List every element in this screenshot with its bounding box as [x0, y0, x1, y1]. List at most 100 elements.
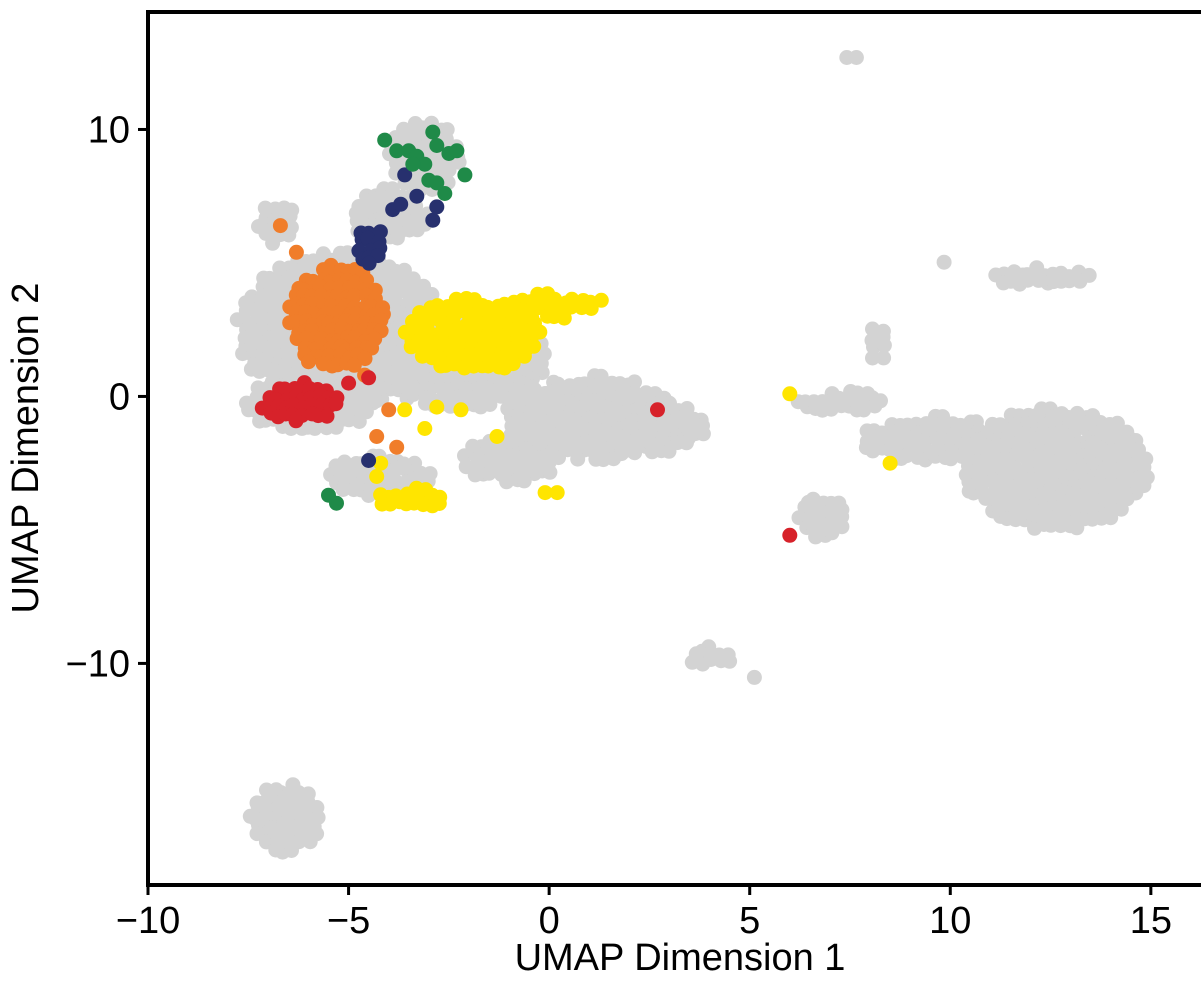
red-cell-point [328, 396, 344, 412]
background-cell-point [284, 843, 299, 858]
y-tick-label: −10 [66, 643, 130, 685]
green-cell-point [437, 186, 453, 201]
yellow-cell-point [549, 485, 565, 501]
green-cell-point [457, 167, 473, 183]
ticks-layer: −10 −5 0 5 10 15 −10 0 10 [66, 109, 1172, 942]
background-cell-point [848, 50, 864, 65]
navy-cell-point [361, 453, 377, 468]
yellow-cell-point [516, 348, 532, 364]
background-cell-point [516, 473, 532, 489]
background-cell-point [876, 350, 892, 366]
x-tick-label: 5 [739, 900, 760, 942]
orange-cell-point [288, 244, 304, 260]
green-cell-point [377, 132, 393, 148]
background-cell-point [302, 834, 318, 850]
background-cell-point [899, 448, 915, 464]
yellow-cell-point [583, 301, 599, 316]
yellow-cell-point [431, 496, 447, 511]
background-cell-point [481, 465, 497, 481]
yellow-cell-point [369, 469, 385, 484]
background-cell-point [865, 350, 880, 366]
orange-cell-point [346, 357, 362, 373]
yellow-cell-point [526, 338, 542, 354]
x-tick-label: −5 [327, 900, 370, 942]
green-cell-point [389, 143, 405, 159]
background-cell-point [265, 235, 281, 251]
x-tick-label: 15 [1130, 900, 1172, 942]
background-cell-point [542, 464, 558, 480]
yellow-cell-point [373, 455, 389, 471]
background-cell-point [987, 440, 1002, 456]
background-cell-point [867, 398, 883, 414]
yellow-cell-point [403, 339, 419, 355]
yellow-cell-point [480, 358, 496, 374]
background-cell-point [679, 435, 694, 451]
orange-cell-point [346, 288, 362, 304]
yellow-cell-point [524, 310, 540, 325]
green-cell-point [429, 138, 445, 153]
background-cell-point [328, 419, 344, 435]
background-cell-point [570, 451, 586, 467]
background-cell-point [1103, 510, 1119, 526]
yellow-cell-point [547, 291, 563, 307]
background-cell-point [1072, 273, 1088, 289]
green-cell-point [449, 143, 465, 159]
navy-cell-point [425, 212, 441, 228]
orange-cell-point [389, 439, 405, 455]
background-cell-point [1061, 273, 1077, 289]
background-cell-point [441, 162, 457, 178]
yellow-cell-point [429, 399, 445, 415]
background-cell-point [876, 337, 892, 353]
orange-cell-point [357, 351, 373, 367]
x-axis-title: UMAP Dimension 1 [515, 937, 846, 979]
yellow-cell-point [397, 402, 413, 418]
yellow-cell-point [503, 301, 519, 317]
y-tick-label: 0 [109, 376, 130, 418]
yellow-cell-point [593, 292, 609, 308]
axis-frame [146, 10, 1201, 887]
background-cell-point [975, 474, 991, 490]
background-cell-point [398, 353, 414, 369]
background-cell-point [389, 230, 405, 246]
orange-cell-point [301, 354, 316, 370]
yellow-cell-point [882, 455, 898, 471]
green-cell-point [425, 124, 441, 140]
background-cell-point [282, 208, 298, 224]
orange-cell-point [369, 429, 385, 444]
y-axis-title: UMAP Dimension 2 [5, 283, 47, 614]
navy-cell-point [409, 188, 425, 204]
background-cell-point [746, 669, 762, 685]
orange-cell-point [272, 218, 288, 234]
navy-cell-point [393, 196, 409, 212]
background-cell-point [1113, 501, 1129, 517]
red-cell-point [319, 408, 335, 424]
green-cell-point [405, 156, 421, 172]
y-tick-label: 10 [88, 109, 130, 151]
background-cell-point [824, 525, 840, 541]
x-tick-label: 0 [539, 900, 560, 942]
red-cell-point [361, 370, 377, 386]
background-cell-point [1020, 272, 1036, 288]
navy-cell-point [429, 199, 445, 215]
background-cell-point [606, 451, 622, 467]
green-cell-point [417, 156, 433, 172]
yellow-cell-point [563, 299, 579, 315]
background-cell-point [335, 482, 351, 497]
background-cell-point [482, 397, 498, 412]
background-cell-point [722, 653, 738, 669]
background-cell-point [368, 393, 384, 409]
background-cell-point [568, 425, 584, 441]
background-cell-point [1025, 508, 1041, 524]
yellow-cell-point [505, 356, 521, 372]
green-cell-point [329, 495, 344, 511]
yellow-cell-point [782, 386, 798, 402]
background-cell-point [351, 414, 367, 429]
yellow-cell-point [453, 402, 469, 418]
background-cell-point [936, 254, 952, 270]
x-tick-label: 10 [929, 900, 971, 942]
yellow-cell-point [489, 429, 505, 444]
green-cell-point [429, 175, 445, 191]
red-cell-point [782, 527, 798, 543]
background-cell-point [1068, 423, 1083, 438]
